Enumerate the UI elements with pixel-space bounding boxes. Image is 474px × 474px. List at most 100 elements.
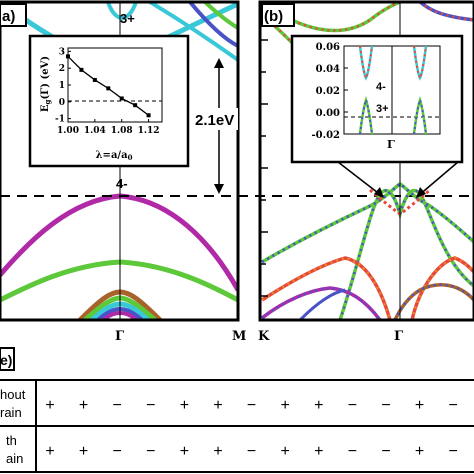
parity-sign: − — [381, 397, 390, 414]
gap-arrow-head-bottom — [214, 184, 224, 194]
band-cyan-right — [148, 2, 238, 62]
band-magenta — [0, 193, 238, 292]
inset-a-point — [66, 54, 70, 59]
b-band-green-cond-dots — [338, 189, 474, 320]
inset-b-x-tick-gamma: Γ — [387, 138, 395, 151]
inset-b-box — [290, 34, 464, 164]
inset-b-label-4minus: 4- — [376, 81, 386, 93]
gap-label-bg — [194, 108, 238, 130]
band-3plus-top — [106, 2, 138, 21]
table-signs: + + − − + + − + + − − + − + + − − + + − + + − − + − — [45, 397, 458, 460]
parity-sign: + — [281, 397, 290, 414]
parity-sign: + — [213, 397, 222, 414]
parity-sign: − — [381, 443, 390, 460]
inset-b-y-tick-label: 0.02 — [316, 86, 340, 97]
panel-b-label: (b) — [264, 8, 283, 25]
inset-a-x-tick-label: 1.12 — [138, 126, 160, 136]
inset-b-y-tick-label: 0.00 — [316, 108, 340, 119]
inset-a-box — [28, 34, 190, 168]
b-band-red-1 — [261, 256, 392, 320]
inset-b: 0.06 0.04 0.02 0.00 -0.02 4- 3+ Γ — [290, 34, 464, 164]
inset-a-y-tick-label: 2 — [59, 64, 65, 74]
inset-b-label-3plus: 3+ — [376, 103, 389, 115]
inset-a-y-tick-label: -1 — [55, 115, 65, 125]
inset-a-series — [66, 54, 151, 118]
inset-a-point — [133, 103, 138, 108]
inset-a-x-tick-label: 1.00 — [57, 126, 79, 136]
inset-a-y-ticks: 3 2 1 0 -1 — [55, 47, 71, 125]
inset-b-3plus-right-dots — [413, 96, 427, 135]
band-blue-right — [188, 2, 238, 48]
b-band-purple-2 — [393, 283, 474, 320]
parity-sign: − — [146, 397, 155, 414]
inset-b-y-tick-label: 0.06 — [316, 42, 340, 53]
panel-a-label-box — [0, 3, 27, 27]
b-band-purple-1-dots — [261, 286, 381, 320]
parity-sign: + — [213, 443, 222, 460]
inset-b-4minus-right — [412, 45, 428, 81]
b-band-purple-2-dots — [393, 283, 474, 320]
inset-a-x-tick-label: 1.04 — [84, 126, 106, 136]
parity-sign: − — [247, 443, 256, 460]
panel-b-frame — [258, 0, 474, 322]
inset-a-point — [119, 96, 124, 101]
parity-sign: − — [348, 397, 357, 414]
x-tick-gamma-a: Γ — [115, 329, 125, 344]
parity-sign: + — [45, 443, 54, 460]
inset-a-point — [92, 77, 97, 82]
parity-sign: − — [449, 443, 458, 460]
x-tick-m: M — [232, 329, 246, 344]
inset-a-x-ticks: 1.00 1.04 1.08 1.12 — [57, 119, 160, 136]
panel-a-frame — [0, 0, 240, 322]
parity-sign: − — [348, 443, 357, 460]
band-green-right — [203, 2, 238, 30]
zoom-arrow-left — [374, 187, 384, 198]
parity-table: e) hout rain th ain + + − − + + − + + − − + − + + − − + + −… — [0, 347, 474, 473]
band-label-3plus: 3+ — [120, 11, 135, 26]
band-label-4minus: 4- — [116, 176, 128, 191]
parity-sign: + — [79, 443, 88, 460]
b-band-top-3 — [418, 2, 474, 22]
zoom-line-right — [417, 161, 459, 197]
inset-a-xlabel: λ=a/a0 — [96, 150, 133, 162]
table-label: e) — [0, 352, 12, 368]
inset-a-ylabel: Eg(Γ) (eV) — [40, 56, 52, 112]
parity-sign: + — [415, 443, 424, 460]
parity-sign: − — [113, 397, 122, 414]
panel-b-label-box — [261, 3, 295, 27]
inset-b-y-tick-label: -0.02 — [311, 130, 340, 141]
parity-sign: + — [314, 397, 323, 414]
inset-a-point — [146, 113, 151, 118]
parity-sign: + — [415, 397, 424, 414]
row-1-label-line2: rain — [0, 405, 22, 420]
inset-a-point — [106, 86, 111, 91]
table-label-box — [0, 347, 15, 371]
panel-b: (b) K Γ 0.06 0.04 0.02 0.00 -0.02 4- 3+ — [258, 0, 474, 344]
inset-a: 3 2 1 0 -1 1.00 1.04 1.08 1.12 Eg(Γ) (eV) λ=a/a… — [28, 34, 190, 168]
x-tick-gamma-b: Γ — [394, 329, 404, 344]
b-band-blue-low — [298, 288, 346, 320]
inset-b-y-ticks: 0.06 0.04 0.02 0.00 -0.02 — [311, 42, 348, 141]
b-band-top-1-dots — [261, 2, 401, 32]
row-1-label-line1: hout — [0, 387, 26, 402]
b-band-red-2-dots — [410, 256, 474, 320]
parity-sign: + — [79, 397, 88, 414]
row-2-label-line1: th — [6, 433, 17, 448]
zoom-line-left — [337, 161, 383, 197]
parity-sign: + — [314, 443, 323, 460]
inset-b-3plus-left-dots — [359, 96, 373, 135]
row-2-label-line2: ain — [6, 451, 23, 466]
panel-a-label: a) — [2, 8, 15, 25]
b-band-purple-1 — [260, 286, 382, 320]
parity-sign: + — [180, 397, 189, 414]
gap-arrow-head-top — [214, 58, 224, 68]
parity-sign: − — [449, 397, 458, 414]
inset-a-y-tick-label: 1 — [59, 81, 65, 91]
x-tick-k: K — [258, 329, 270, 344]
inset-a-point — [79, 67, 84, 72]
inset-b-4minus-left — [358, 45, 374, 81]
panel-b-left-ticks — [260, 39, 268, 297]
parity-sign: − — [146, 443, 155, 460]
